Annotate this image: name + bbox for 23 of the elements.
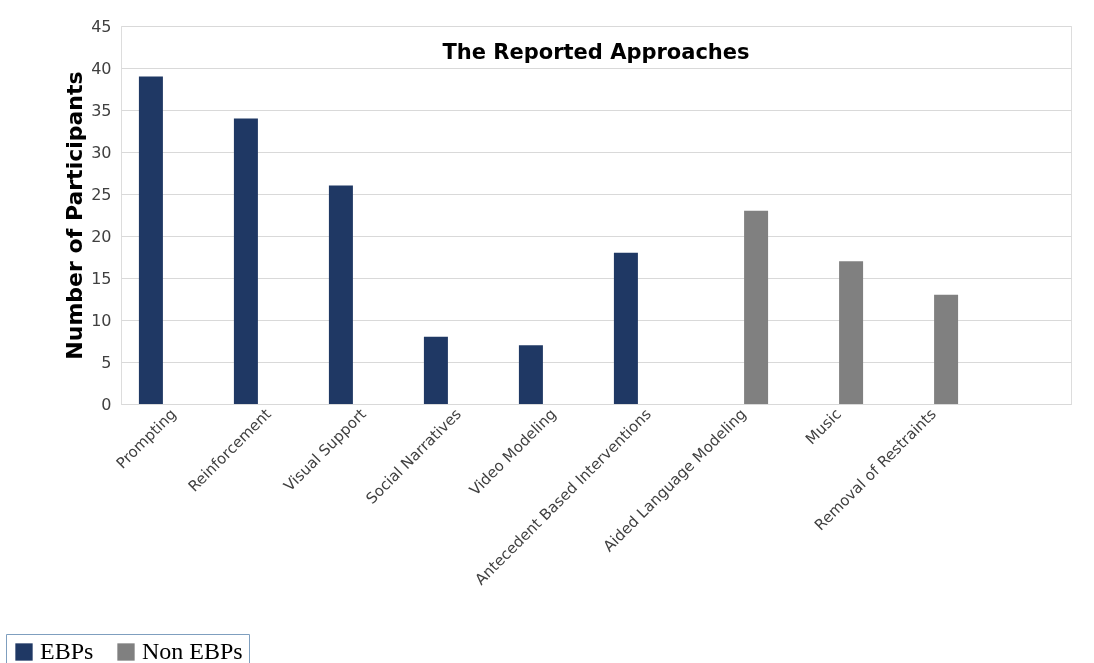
bar	[138, 76, 163, 404]
bar	[233, 118, 258, 404]
y-tick-label: 10	[91, 310, 112, 330]
bar	[839, 261, 864, 404]
legend-label: Non EBPs	[142, 638, 243, 663]
y-tick-label: 20	[91, 226, 112, 246]
y-tick-label: 45	[91, 16, 112, 36]
bar	[744, 210, 769, 404]
bar	[613, 252, 638, 404]
y-tick-label: 40	[91, 58, 112, 78]
y-tick-label: 5	[101, 352, 112, 372]
text: The Reported Approaches	[442, 40, 750, 64]
y-tick-label: 30	[91, 142, 112, 162]
y-axis-title: Number of Participants	[62, 71, 88, 360]
y-tick-label: 0	[101, 394, 112, 414]
bar	[934, 294, 959, 404]
bar	[423, 336, 448, 404]
legend-label: EBPs	[40, 638, 94, 663]
y-tick-label: 35	[91, 100, 112, 120]
bar	[328, 185, 353, 404]
bar	[518, 345, 543, 404]
y-tick-label: 25	[91, 184, 112, 204]
y-tick-label: 15	[91, 268, 112, 288]
